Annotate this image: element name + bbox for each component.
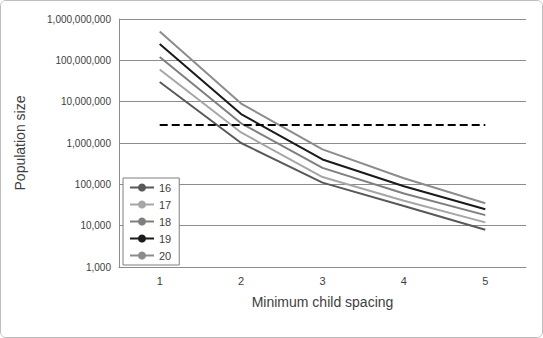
- svg-text:Population size: Population size: [12, 95, 28, 190]
- svg-text:100,000: 100,000: [75, 179, 112, 190]
- svg-text:Minimum child spacing: Minimum child spacing: [252, 294, 394, 310]
- svg-text:4: 4: [401, 275, 407, 287]
- svg-text:20: 20: [159, 250, 171, 262]
- svg-text:17: 17: [159, 199, 171, 211]
- svg-text:1,000,000,000: 1,000,000,000: [47, 14, 111, 25]
- svg-text:5: 5: [482, 275, 488, 287]
- svg-text:1: 1: [157, 275, 163, 287]
- svg-text:1,000: 1,000: [86, 262, 111, 273]
- svg-text:1,000,000: 1,000,000: [67, 138, 112, 149]
- svg-text:100,000,000: 100,000,000: [55, 55, 111, 66]
- svg-text:19: 19: [159, 233, 171, 245]
- svg-text:3: 3: [319, 275, 325, 287]
- svg-text:16: 16: [159, 182, 171, 194]
- svg-text:10,000,000: 10,000,000: [61, 96, 111, 107]
- svg-text:2: 2: [238, 275, 244, 287]
- svg-text:10,000: 10,000: [80, 220, 111, 231]
- svg-text:18: 18: [159, 216, 171, 228]
